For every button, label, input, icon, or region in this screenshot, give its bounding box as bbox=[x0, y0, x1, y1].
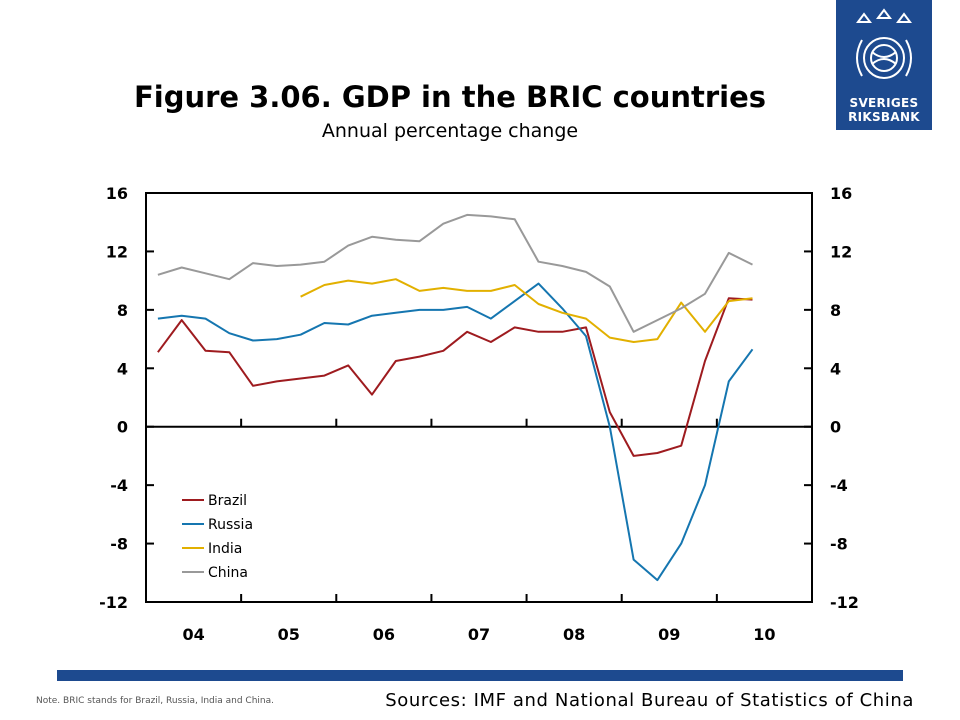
y-tick-label-left: -8 bbox=[110, 535, 128, 554]
riksbank-logo: SVERIGES RIKSBANK bbox=[836, 0, 932, 130]
footer-sources: Sources: IMF and National Bureau of Stat… bbox=[385, 690, 914, 711]
legend-label-india: India bbox=[208, 541, 242, 557]
y-tick-label-left: 12 bbox=[106, 242, 128, 261]
x-tick-label: 07 bbox=[468, 625, 490, 644]
tick-labels: 16 16 12 12 8 8 4 4 0 0 -4 -4 -8 -8 -12 -12 04 05 06 07 08 09… bbox=[99, 184, 859, 644]
footer-bar bbox=[57, 670, 903, 681]
chart-title: Figure 3.06. GDP in the BRIC countries bbox=[133, 80, 767, 114]
series-line-india bbox=[300, 278, 753, 343]
y-tick-label-left: 4 bbox=[117, 359, 128, 378]
x-tick-label: 06 bbox=[373, 625, 395, 644]
y-tick-label-right: 16 bbox=[830, 184, 852, 203]
series-line-china bbox=[157, 213, 753, 333]
x-tick-label: 04 bbox=[182, 625, 204, 644]
plot-frame bbox=[145, 192, 813, 603]
series-lines bbox=[157, 213, 754, 582]
series-line-brazil bbox=[157, 297, 753, 457]
legend-label-brazil: Brazil bbox=[208, 493, 247, 509]
logo-text-riksbank: RIKSBANK bbox=[848, 110, 920, 124]
y-tick-label-left: 8 bbox=[117, 301, 128, 320]
y-tick-label-right: -12 bbox=[830, 593, 859, 612]
y-tick-label-right: -4 bbox=[830, 476, 848, 495]
x-tick-label: 08 bbox=[563, 625, 585, 644]
y-tick-label-left: 0 bbox=[117, 418, 128, 437]
y-tick-label-right: 4 bbox=[830, 359, 841, 378]
x-tick-label: 09 bbox=[658, 625, 680, 644]
y-tick-label-left: -12 bbox=[99, 593, 128, 612]
legend-label-russia: Russia bbox=[208, 517, 253, 533]
chart-legend: Brazil Russia India China bbox=[170, 484, 294, 592]
footer-note: Note. BRIC stands for Brazil, Russia, In… bbox=[36, 696, 275, 706]
y-tick-label-right: -8 bbox=[830, 535, 848, 554]
tick-marks bbox=[146, 192, 812, 603]
plot-frame-group bbox=[145, 192, 813, 603]
logo-text-sveriges: SVERIGES bbox=[849, 96, 919, 110]
legend-label-china: China bbox=[208, 565, 248, 581]
y-tick-label-left: 16 bbox=[106, 184, 128, 203]
y-tick-label-right: 8 bbox=[830, 301, 841, 320]
x-tick-label: 05 bbox=[278, 625, 300, 644]
legend-background bbox=[170, 484, 294, 592]
series-line-russia bbox=[157, 282, 754, 582]
y-tick-label-right: 12 bbox=[830, 242, 852, 261]
y-tick-label-left: -4 bbox=[110, 476, 128, 495]
y-tick-label-right: 0 bbox=[830, 418, 841, 437]
x-tick-label: 10 bbox=[753, 625, 775, 644]
chart-subtitle: Annual percentage change bbox=[321, 120, 579, 142]
riksbank-crest-icon bbox=[856, 8, 912, 79]
